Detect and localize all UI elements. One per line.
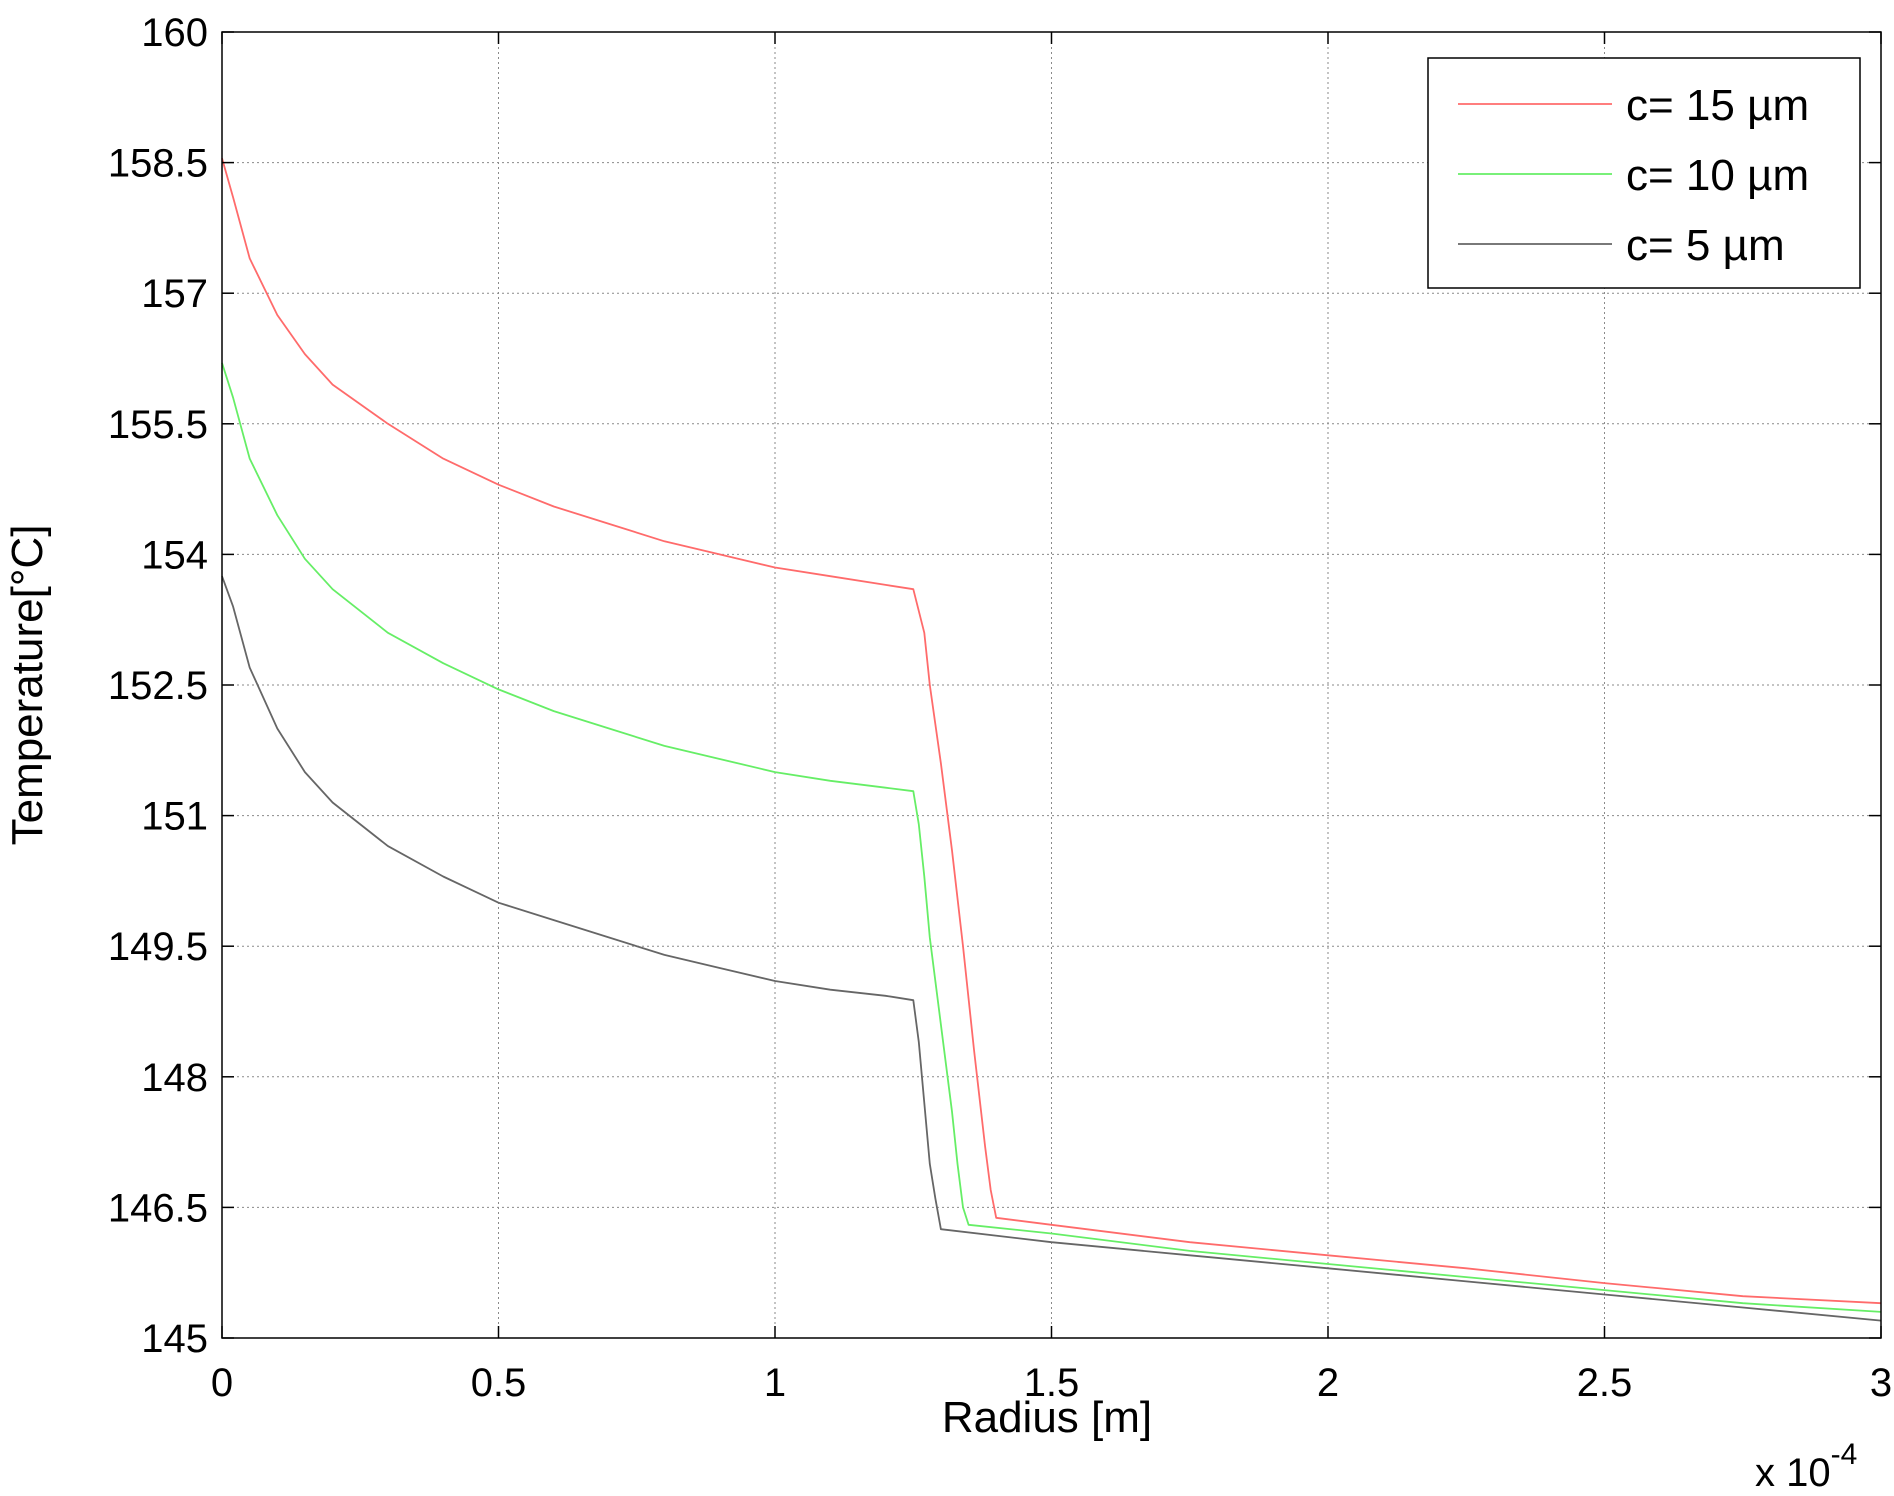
tick-marks xyxy=(221,31,1882,1339)
legend: c= 15 µm c= 10 µm c= 5 µm xyxy=(1427,57,1861,289)
legend-label: c= 5 µm xyxy=(1626,221,1785,270)
y-tick-label: 154 xyxy=(141,533,208,577)
x-tick-label: 0 xyxy=(211,1361,233,1405)
x-tick-labels: 0 0.5 1 1.5 2 2.5 3 xyxy=(211,1361,1892,1405)
series-line-3 xyxy=(221,575,1882,1322)
x-axis-label: Radius [m] xyxy=(942,1393,1152,1442)
x-tick-label: 2 xyxy=(1317,1361,1339,1405)
y-tick-labels: 145 146.5 148 149.5 151 152.5 154 155.5 157 158.5… xyxy=(108,11,208,1361)
legend-box xyxy=(1427,57,1861,289)
x-axis-multiplier-exponent: -4 xyxy=(1831,1438,1858,1471)
x-tick-label: 0.5 xyxy=(471,1361,527,1405)
series-line-1 xyxy=(221,157,1882,1305)
x-tick-label: 1.5 xyxy=(1024,1361,1080,1405)
y-tick-label: 151 xyxy=(141,795,208,839)
y-tick-label: 148 xyxy=(141,1056,208,1100)
x-tick-label: 3 xyxy=(1870,1361,1892,1405)
y-tick-label: 145 xyxy=(141,1317,208,1361)
y-tick-label: 155.5 xyxy=(108,403,208,447)
x-tick-label: 1 xyxy=(764,1361,786,1405)
y-tick-label: 160 xyxy=(141,11,208,55)
y-tick-label: 158.5 xyxy=(108,142,208,186)
y-tick-label: 152.5 xyxy=(108,664,208,708)
series-lines xyxy=(221,157,1882,1322)
series-line-2 xyxy=(221,362,1882,1313)
x-tick-label: 2.5 xyxy=(1577,1361,1633,1405)
x-axis-multiplier-base: x 10 xyxy=(1755,1451,1831,1495)
legend-label: c= 15 µm xyxy=(1626,81,1809,130)
grid xyxy=(222,32,1881,1338)
legend-entries: c= 15 µm c= 10 µm c= 5 µm xyxy=(1458,81,1809,270)
y-tick-label: 146.5 xyxy=(108,1186,208,1230)
y-axis-label: Temperature[°C] xyxy=(3,525,52,846)
y-tick-label: 149.5 xyxy=(108,925,208,969)
y-tick-label: 157 xyxy=(141,272,208,316)
legend-label: c= 10 µm xyxy=(1626,151,1809,200)
x-axis-multiplier: x 10-4 xyxy=(1755,1438,1857,1495)
